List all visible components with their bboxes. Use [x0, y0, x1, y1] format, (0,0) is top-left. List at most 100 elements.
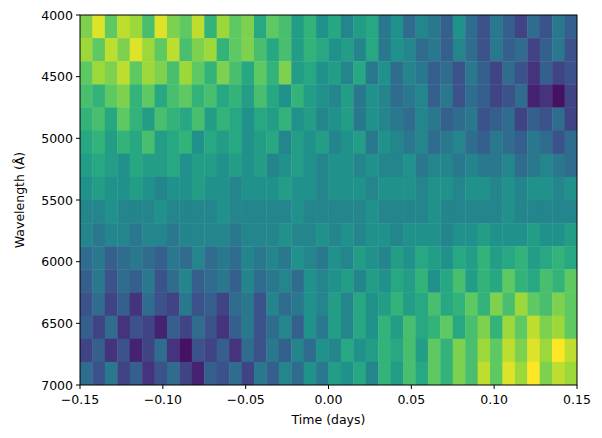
- heatmap-cell: [391, 269, 404, 293]
- heatmap-cell: [229, 154, 242, 178]
- heatmap-cell: [105, 131, 118, 155]
- heatmap-cell: [167, 339, 180, 363]
- heatmap-cell: [80, 362, 93, 385]
- heatmap-cell: [353, 38, 366, 62]
- heatmap-cell: [378, 316, 391, 340]
- heatmap-cell: [403, 15, 416, 39]
- heatmap-cell: [92, 246, 105, 270]
- heatmap-cell: [453, 200, 466, 224]
- heatmap-cell: [167, 15, 180, 39]
- heatmap-cell: [192, 154, 205, 178]
- heatmap-cell: [142, 269, 155, 293]
- heatmap-cell: [130, 108, 143, 132]
- heatmap-cell: [142, 362, 155, 385]
- heatmap-cell: [266, 38, 279, 62]
- heatmap-cell: [440, 84, 453, 108]
- heatmap-cell: [490, 61, 503, 85]
- heatmap-cell: [490, 177, 503, 201]
- heatmap-cell: [167, 131, 180, 155]
- heatmap-cell: [478, 362, 491, 385]
- heatmap-cell: [540, 200, 553, 224]
- heatmap-cell: [515, 131, 528, 155]
- heatmap-cell: [266, 200, 279, 224]
- heatmap-cell: [440, 223, 453, 247]
- heatmap-cell: [440, 154, 453, 178]
- heatmap-cell: [366, 246, 379, 270]
- heatmap-cell: [291, 154, 304, 178]
- heatmap-cell: [142, 15, 155, 39]
- heatmap-cell: [204, 293, 217, 317]
- heatmap-cell: [329, 246, 342, 270]
- heatmap-cell: [266, 177, 279, 201]
- heatmap-cell: [80, 316, 93, 340]
- chart-container: −0.15−0.10−0.050.000.050.100.15400045005…: [0, 0, 602, 438]
- heatmap-cell: [465, 131, 478, 155]
- heatmap-cell: [391, 246, 404, 270]
- heatmap-cell: [341, 246, 354, 270]
- heatmap-cell: [192, 339, 205, 363]
- heatmap-cell: [316, 84, 329, 108]
- heatmap-cell: [391, 177, 404, 201]
- heatmap-cell: [130, 84, 143, 108]
- chart: −0.15−0.10−0.050.000.050.100.15400045005…: [0, 0, 602, 438]
- heatmap-cell: [316, 38, 329, 62]
- heatmap-cell: [242, 316, 255, 340]
- heatmap-cell: [428, 362, 441, 385]
- heatmap-cell: [105, 38, 118, 62]
- heatmap-cell: [130, 339, 143, 363]
- heatmap-cell: [540, 339, 553, 363]
- heatmap-cell: [440, 38, 453, 62]
- heatmap-cell: [391, 84, 404, 108]
- heatmap-cell: [465, 177, 478, 201]
- heatmap-cell: [440, 269, 453, 293]
- x-tick: [494, 385, 495, 389]
- heatmap-cell: [254, 15, 267, 39]
- heatmap-cell: [316, 269, 329, 293]
- x-tick: [328, 385, 329, 389]
- heatmap-cell: [428, 131, 441, 155]
- heatmap-cell: [552, 131, 565, 155]
- heatmap-cell: [117, 154, 130, 178]
- heatmap-cell: [155, 339, 168, 363]
- heatmap-cell: [565, 84, 577, 108]
- heatmap-cell: [242, 84, 255, 108]
- heatmap-cell: [366, 84, 379, 108]
- heatmap-cell: [179, 154, 192, 178]
- heatmap-cell: [142, 38, 155, 62]
- y-tick: [76, 76, 80, 77]
- heatmap-cell: [415, 339, 428, 363]
- heatmap-cell: [415, 223, 428, 247]
- heatmap-cell: [167, 293, 180, 317]
- heatmap-cell: [155, 223, 168, 247]
- heatmap-cell: [242, 15, 255, 39]
- heatmap-cell: [80, 154, 93, 178]
- heatmap-cell: [80, 223, 93, 247]
- heatmap-cell: [378, 108, 391, 132]
- heatmap-cell: [105, 316, 118, 340]
- heatmap-cell: [192, 316, 205, 340]
- heatmap-cell: [353, 223, 366, 247]
- heatmap-cell: [453, 84, 466, 108]
- heatmap-cell: [316, 316, 329, 340]
- heatmap-cell: [403, 177, 416, 201]
- heatmap-cell: [92, 108, 105, 132]
- heatmap-cell: [130, 293, 143, 317]
- heatmap-cell: [565, 246, 577, 270]
- heatmap-cell: [279, 339, 292, 363]
- heatmap-cell: [565, 269, 577, 293]
- heatmap-cell: [565, 154, 577, 178]
- heatmap-cell: [204, 154, 217, 178]
- heatmap-cell: [515, 108, 528, 132]
- heatmap-cell: [552, 339, 565, 363]
- heatmap-cell: [391, 108, 404, 132]
- heatmap-cell: [179, 200, 192, 224]
- heatmap-cell: [92, 293, 105, 317]
- heatmap-cell: [391, 293, 404, 317]
- heatmap-cell: [378, 200, 391, 224]
- heatmap-cell: [415, 177, 428, 201]
- heatmap-cell: [254, 200, 267, 224]
- heatmap-cell: [204, 200, 217, 224]
- heatmap-cell: [341, 339, 354, 363]
- heatmap-cell: [316, 15, 329, 39]
- heatmap-cell: [179, 362, 192, 385]
